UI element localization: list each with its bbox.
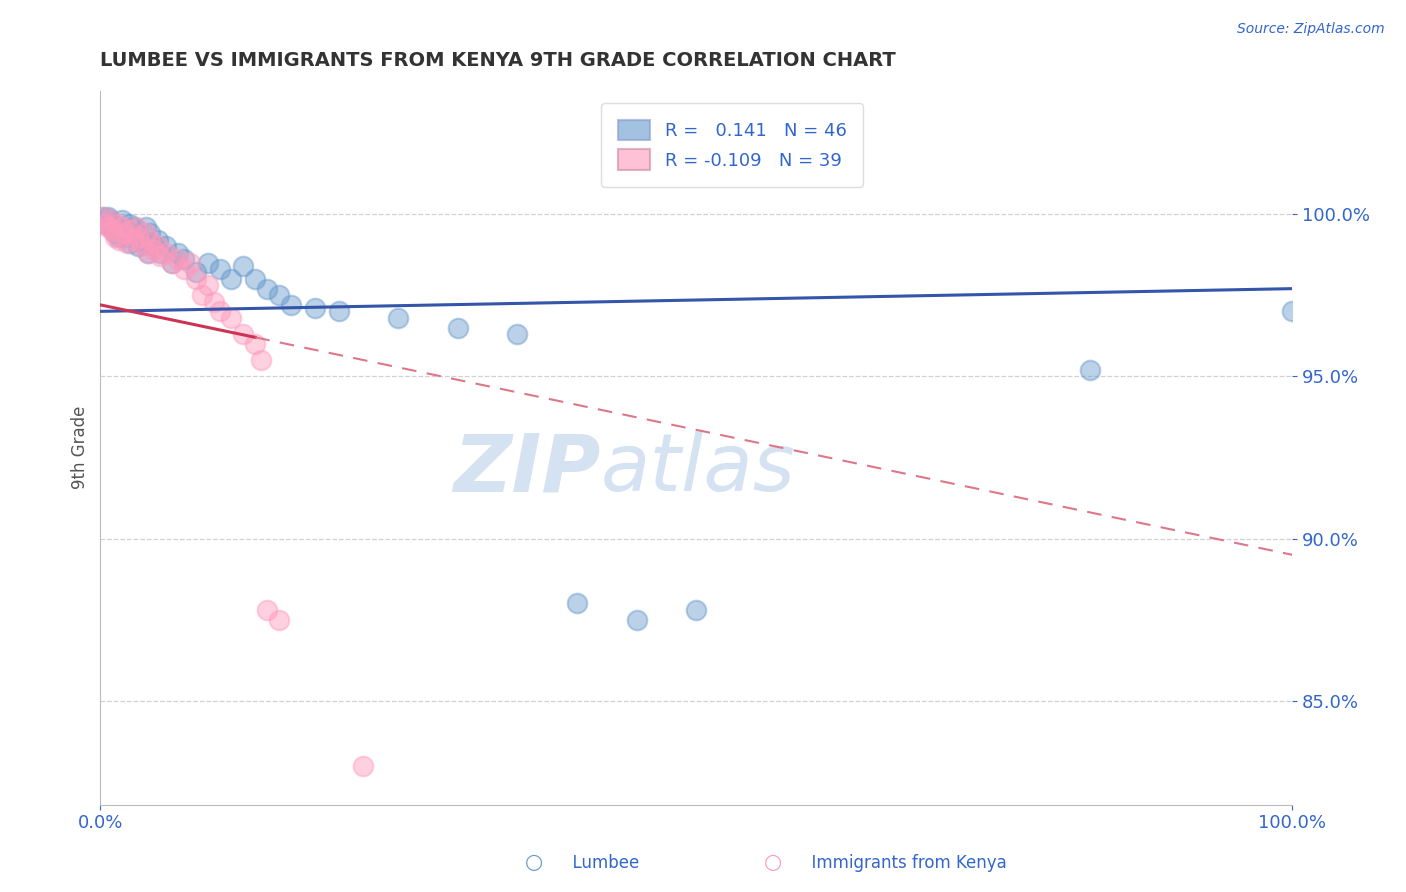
Point — [179, 255, 201, 269]
Point — [108, 233, 131, 247]
Point — [101, 223, 124, 237]
Point — [173, 262, 195, 277]
Point — [232, 259, 254, 273]
Point — [352, 758, 374, 772]
Point — [98, 213, 121, 227]
Point — [328, 304, 350, 318]
Point — [112, 227, 135, 241]
Point — [232, 327, 254, 342]
Point — [125, 219, 148, 234]
Point — [221, 310, 243, 325]
Point — [120, 223, 142, 237]
Point — [146, 239, 169, 253]
Point — [506, 327, 529, 342]
Text: ZIP: ZIP — [454, 430, 600, 508]
Point — [149, 246, 172, 260]
Point — [173, 252, 195, 267]
Text: Lumbee: Lumbee — [562, 855, 640, 872]
Point — [1281, 304, 1303, 318]
Point — [122, 219, 145, 234]
Point — [135, 227, 157, 241]
Point — [94, 217, 117, 231]
Point — [155, 239, 177, 253]
Point — [184, 272, 207, 286]
Point — [96, 219, 118, 234]
Point — [131, 233, 153, 247]
Point — [387, 310, 409, 325]
Point — [146, 233, 169, 247]
Point — [160, 255, 183, 269]
Text: LUMBEE VS IMMIGRANTS FROM KENYA 9TH GRADE CORRELATION CHART: LUMBEE VS IMMIGRANTS FROM KENYA 9TH GRAD… — [100, 51, 896, 70]
Point — [166, 252, 188, 267]
Y-axis label: 9th Grade: 9th Grade — [72, 406, 89, 490]
Point — [136, 246, 159, 260]
Point — [685, 603, 707, 617]
Point — [256, 603, 278, 617]
Point — [112, 223, 135, 237]
Point — [108, 229, 131, 244]
Point — [160, 255, 183, 269]
Text: Immigrants from Kenya: Immigrants from Kenya — [801, 855, 1007, 872]
Point — [125, 227, 148, 241]
Point — [96, 211, 118, 225]
Point — [197, 255, 219, 269]
Point — [104, 229, 127, 244]
Text: Source: ZipAtlas.com: Source: ZipAtlas.com — [1237, 22, 1385, 37]
Point — [221, 272, 243, 286]
Point — [104, 227, 127, 241]
Point — [120, 236, 142, 251]
Point — [136, 246, 159, 260]
Point — [131, 239, 153, 253]
Point — [184, 265, 207, 279]
Text: ○: ○ — [526, 853, 543, 872]
Text: ○: ○ — [765, 853, 782, 872]
Point — [115, 229, 138, 244]
Point — [269, 613, 291, 627]
Point — [127, 239, 149, 253]
Point — [111, 213, 134, 227]
Point — [155, 246, 177, 260]
Point — [111, 219, 134, 234]
Point — [166, 246, 188, 260]
Point — [250, 353, 273, 368]
Point — [190, 288, 212, 302]
Point — [91, 211, 114, 225]
Point — [118, 217, 141, 231]
Point — [149, 249, 172, 263]
Point — [245, 336, 267, 351]
Point — [135, 219, 157, 234]
Point — [256, 282, 278, 296]
Point — [565, 597, 588, 611]
Point — [122, 233, 145, 247]
Point — [105, 217, 128, 231]
Point — [127, 229, 149, 244]
Point — [269, 288, 291, 302]
Point — [115, 236, 138, 251]
Point — [208, 262, 231, 277]
Point — [101, 219, 124, 234]
Point — [208, 304, 231, 318]
Point — [143, 243, 166, 257]
Point — [280, 298, 302, 312]
Point — [447, 320, 470, 334]
Point — [105, 219, 128, 234]
Point — [139, 227, 162, 241]
Point — [98, 213, 121, 227]
Point — [91, 211, 114, 225]
Point — [94, 217, 117, 231]
Point — [304, 301, 326, 315]
Point — [245, 272, 267, 286]
Point — [202, 294, 225, 309]
Text: atlas: atlas — [600, 430, 796, 508]
Point — [139, 233, 162, 247]
Point — [197, 278, 219, 293]
Legend: R =   0.141   N = 46, R = -0.109   N = 39: R = 0.141 N = 46, R = -0.109 N = 39 — [602, 103, 863, 186]
Point — [626, 613, 648, 627]
Point — [143, 239, 166, 253]
Point — [1078, 363, 1101, 377]
